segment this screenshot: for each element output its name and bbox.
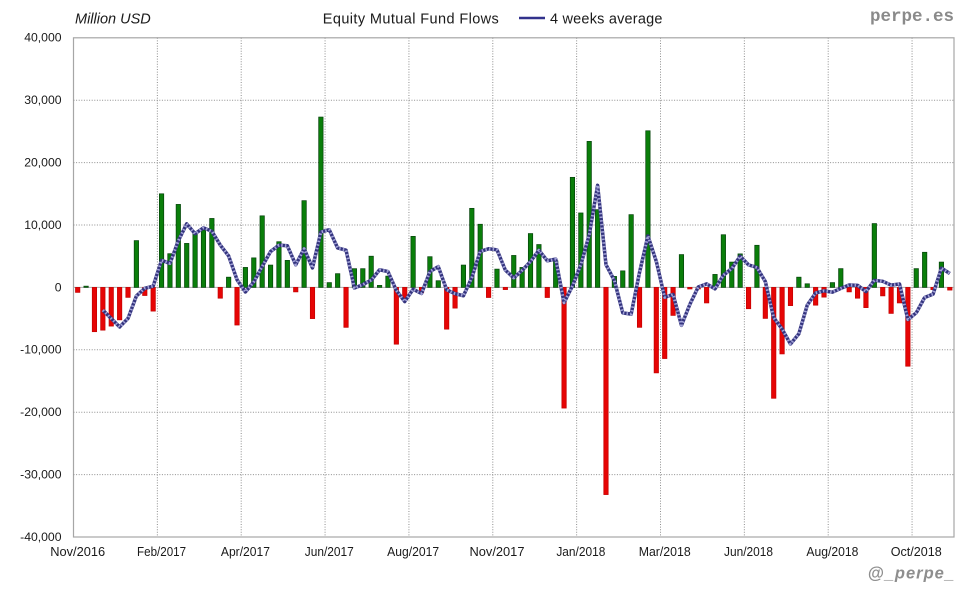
svg-text:Aug/2017: Aug/2017 [387, 544, 439, 559]
svg-text:Oct/2018: Oct/2018 [891, 544, 942, 559]
svg-text:Nov/2017: Nov/2017 [469, 544, 524, 559]
svg-text:-30,000: -30,000 [20, 468, 62, 482]
svg-text:Jun/2017: Jun/2017 [305, 544, 354, 559]
svg-text:-10,000: -10,000 [20, 343, 62, 357]
svg-text:Nov/2016: Nov/2016 [50, 544, 105, 559]
svg-text:40,000: 40,000 [24, 31, 61, 45]
svg-text:Apr/2017: Apr/2017 [221, 544, 270, 559]
svg-text:Million USD: Million USD [75, 12, 151, 28]
svg-text:Jun/2018: Jun/2018 [724, 544, 773, 559]
svg-text:-40,000: -40,000 [20, 530, 62, 544]
svg-text:Jan/2018: Jan/2018 [556, 544, 605, 559]
svg-text:Feb/2017: Feb/2017 [137, 544, 186, 559]
svg-text:perpe.es: perpe.es [870, 7, 954, 27]
svg-text:4 weeks average: 4 weeks average [550, 12, 663, 28]
svg-text:Aug/2018: Aug/2018 [806, 544, 858, 559]
svg-text:@_perpe_: @_perpe_ [868, 565, 955, 583]
svg-text:30,000: 30,000 [24, 93, 61, 107]
svg-text:Mar/2018: Mar/2018 [639, 544, 691, 559]
svg-text:20,000: 20,000 [24, 156, 61, 170]
svg-text:0: 0 [55, 280, 62, 294]
svg-text:-20,000: -20,000 [20, 405, 62, 419]
svg-text:10,000: 10,000 [24, 218, 61, 232]
svg-text:Equity Mutual Fund Flows: Equity Mutual Fund Flows [323, 12, 499, 28]
